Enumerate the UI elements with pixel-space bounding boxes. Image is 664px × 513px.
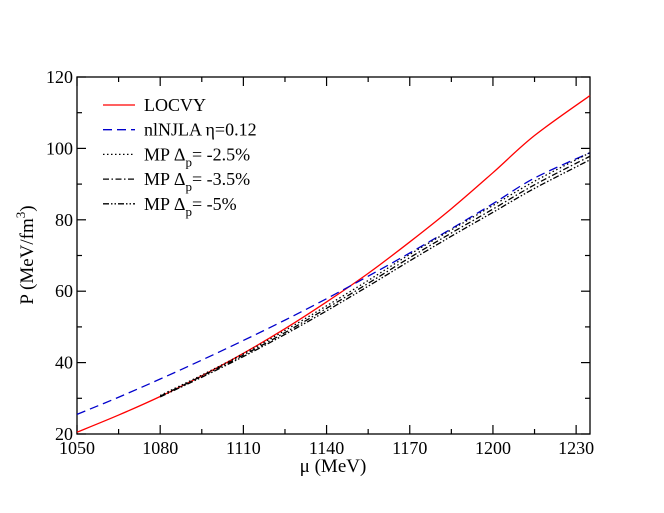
legend-label-2: nlNJLA η=0.12 <box>144 120 257 140</box>
legend-label-3: MP Δp= -2.5% <box>144 144 250 169</box>
x-tick-label: 1230 <box>558 438 594 458</box>
y-tick-label: 60 <box>55 281 73 301</box>
legend-label-tail: = -5% <box>192 194 237 214</box>
legend-label-1: LOCVY <box>144 95 206 115</box>
series-layer <box>76 95 591 433</box>
series-line-3 <box>159 152 591 397</box>
series-line-4 <box>159 155 591 397</box>
legend-label-4: MP Δp= -3.5% <box>144 169 250 194</box>
x-tick-label: 1110 <box>226 438 261 458</box>
y-tick-label: 100 <box>46 138 73 158</box>
x-tick-label: 1200 <box>475 438 511 458</box>
x-tick-label: 1140 <box>309 438 344 458</box>
legend-label-main: MP Δ <box>144 144 185 164</box>
legend-label-tail: = -2.5% <box>192 144 250 164</box>
y-tick-label: 40 <box>55 353 73 373</box>
series-line-2 <box>76 152 591 415</box>
x-tick-label: 1080 <box>142 438 178 458</box>
y-tick-label: 120 <box>46 67 73 87</box>
x-axis-title: μ (MeV) <box>300 456 367 477</box>
legend-label-main: MP Δ <box>144 169 185 189</box>
legend-label-sub: p <box>185 154 192 169</box>
legend-label-tail: = -3.5% <box>192 169 250 189</box>
y-tick-label: 80 <box>55 210 73 230</box>
series-line-5 <box>159 159 591 398</box>
x-tick-label: 1050 <box>59 438 95 458</box>
legend-label-5: MP Δp= -5% <box>144 194 237 219</box>
x-tick-label: 1170 <box>392 438 427 458</box>
y-axis-title-main: P (MeV/fm <box>17 218 38 305</box>
legend-label-sub: p <box>185 204 192 219</box>
legend-label-sub: p <box>185 179 192 194</box>
legend-label-main: LOCVY <box>144 95 206 115</box>
legend-label-main: nlNJLA η=0.12 <box>144 120 257 140</box>
axis-ticks: 1050 1080 1110 1140 1170 1200 1230 20 40 60 80 100 1… <box>46 67 594 458</box>
y-tick-label: 20 <box>55 424 73 444</box>
y-axis-title: P (MeV/fm3) <box>13 205 38 304</box>
legend-label-main: MP Δ <box>144 194 185 214</box>
y-axis-title-sup: 3 <box>13 212 28 219</box>
y-axis-title-close: ) <box>17 205 38 211</box>
